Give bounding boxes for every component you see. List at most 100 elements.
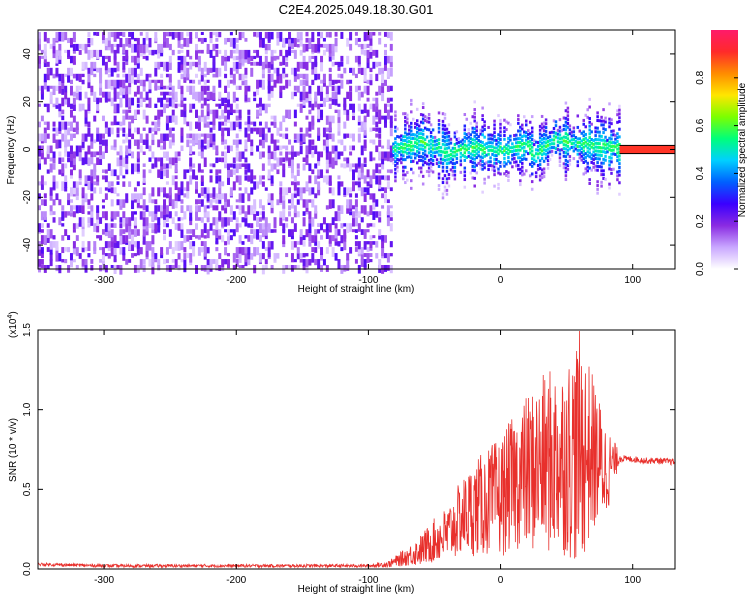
spectrogram-cell bbox=[366, 31, 370, 41]
spectrogram-cell bbox=[586, 169, 589, 173]
spectrogram-cell bbox=[229, 217, 233, 222]
spectrogram-cell bbox=[232, 109, 236, 114]
spectrogram-cell bbox=[55, 61, 59, 66]
spectrogram-cell bbox=[536, 167, 540, 171]
spectrogram-cell bbox=[441, 177, 445, 181]
spectrogram-cell bbox=[372, 211, 376, 220]
spectrogram-cell bbox=[479, 167, 482, 171]
spectrogram-cell bbox=[568, 128, 572, 132]
spectrogram-cell bbox=[145, 115, 149, 124]
spectrogram-cell bbox=[38, 61, 41, 69]
spectrogram-cell bbox=[209, 127, 213, 133]
spectrogram-cell bbox=[235, 121, 239, 128]
spectrogram-cell bbox=[566, 133, 570, 137]
spectrogram-cell bbox=[322, 175, 326, 183]
spectrogram-cell bbox=[363, 73, 367, 82]
spectrogram-cell bbox=[203, 145, 207, 150]
spectrogram-cell bbox=[598, 119, 601, 123]
spectrogram-cell bbox=[174, 31, 178, 38]
spectrogram-cell bbox=[206, 115, 210, 120]
spectrogram-cell bbox=[352, 115, 356, 121]
spectrogram-cell bbox=[483, 143, 486, 147]
spectrogram-cell bbox=[334, 229, 338, 239]
spectrogram-cell bbox=[64, 85, 68, 93]
spectrogram-cell bbox=[61, 157, 65, 163]
spectrogram-cell bbox=[238, 73, 242, 81]
spectrogram-cell bbox=[592, 154, 595, 158]
spectrogram-cell bbox=[308, 55, 312, 63]
spectrogram-cell bbox=[229, 145, 233, 152]
spectrogram-cell bbox=[369, 43, 373, 52]
spectrogram-cell bbox=[419, 158, 423, 162]
spectrogram-cell bbox=[441, 135, 445, 139]
spectrogram-cell bbox=[163, 217, 167, 228]
spectrogram-cell bbox=[398, 147, 401, 151]
spectrogram-cell bbox=[479, 163, 482, 167]
spectrogram-cell bbox=[525, 119, 528, 123]
spectrogram-cell bbox=[151, 229, 155, 234]
spectrogram-cell bbox=[493, 157, 496, 161]
spectrogram-cell bbox=[168, 31, 172, 37]
spectrogram-cell bbox=[177, 157, 181, 161]
spectrogram-cell bbox=[491, 145, 494, 149]
spectrogram-cell bbox=[197, 91, 201, 102]
spectrogram-cell bbox=[200, 73, 204, 82]
spectrogram-cell bbox=[180, 85, 184, 95]
spectrogram-cell bbox=[261, 265, 265, 275]
spectrogram-cell bbox=[38, 37, 41, 45]
spectrogram-cell bbox=[337, 73, 341, 78]
spectrogram-cell bbox=[507, 175, 510, 179]
spectrogram-cell bbox=[264, 31, 268, 39]
spectrogram-cell bbox=[538, 124, 542, 128]
spectrogram-cell bbox=[64, 163, 68, 169]
spectrogram-cell bbox=[81, 229, 85, 237]
spectrogram-cell bbox=[235, 247, 239, 255]
spectrogram-cell bbox=[431, 139, 435, 143]
spectrogram-cell bbox=[116, 103, 120, 114]
spectrogram-cell bbox=[556, 128, 560, 132]
spectrogram-cell bbox=[183, 79, 187, 83]
spectrogram-cell bbox=[421, 182, 425, 186]
spectrogram-cell bbox=[473, 115, 476, 119]
spectrogram-cell bbox=[75, 235, 79, 241]
spectrogram-cell bbox=[328, 121, 332, 132]
spectrogram-cell bbox=[226, 169, 230, 178]
spectrogram-cell bbox=[558, 164, 562, 168]
spectrogram-cell bbox=[154, 259, 158, 263]
spectrogram-cell bbox=[148, 145, 152, 152]
spectrogram-cell bbox=[331, 115, 335, 124]
spectrogram-cell bbox=[261, 103, 265, 111]
spectrogram-cell bbox=[273, 145, 277, 152]
spectrogram-cell bbox=[550, 146, 554, 150]
spectrogram-cell bbox=[489, 141, 492, 145]
spectrogram-cell bbox=[357, 67, 361, 74]
spectrogram-cell bbox=[534, 148, 538, 152]
spectrogram-cell bbox=[588, 147, 591, 151]
spectrogram-cell bbox=[540, 168, 544, 172]
spectrogram-cell bbox=[180, 43, 184, 49]
spectrogram-cell bbox=[618, 127, 621, 131]
spectrogram-cell bbox=[489, 137, 492, 141]
spectrogram-cell bbox=[238, 121, 242, 129]
spectrogram-cell bbox=[285, 133, 289, 140]
spectrogram-cell bbox=[122, 211, 126, 218]
spectrogram-cell bbox=[396, 169, 399, 173]
spectrogram-cell bbox=[381, 241, 385, 249]
spectrogram-cell bbox=[521, 135, 524, 139]
spectrogram-cell bbox=[406, 155, 409, 159]
spectrogram-cell bbox=[441, 169, 445, 173]
spectrogram-cell bbox=[160, 157, 164, 167]
spectrogram-cell bbox=[487, 148, 490, 152]
spectrogram-cell bbox=[552, 146, 556, 150]
spectrogram-cell bbox=[101, 265, 105, 272]
spectrogram-cell bbox=[526, 129, 530, 133]
spectrogram-cell bbox=[192, 229, 196, 238]
spectrogram-cell bbox=[157, 157, 161, 162]
spectrogram-cell bbox=[136, 139, 140, 150]
spectrogram-cell bbox=[337, 175, 341, 180]
spectrogram-cell bbox=[616, 159, 619, 163]
spectrogram-cell bbox=[67, 97, 71, 108]
spectrogram-cell bbox=[250, 223, 254, 229]
spectrogram-cell bbox=[542, 140, 546, 144]
spectrogram-cell bbox=[463, 170, 467, 174]
